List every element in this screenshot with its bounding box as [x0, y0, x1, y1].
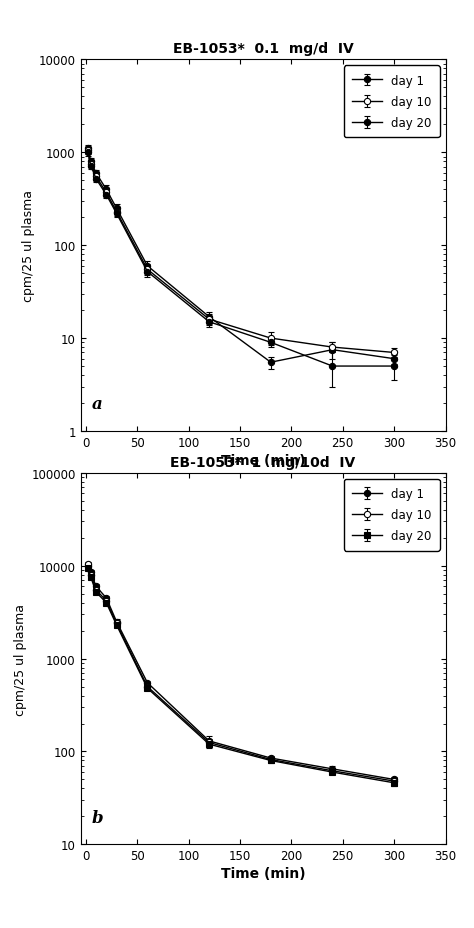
Text: a: a	[91, 396, 102, 413]
X-axis label: Time (min): Time (min)	[221, 454, 305, 468]
Title: EB-1053*  1  mg/10d  IV: EB-1053* 1 mg/10d IV	[171, 456, 356, 470]
Y-axis label: cpm/25 ul plasma: cpm/25 ul plasma	[14, 603, 27, 715]
X-axis label: Time (min): Time (min)	[221, 867, 305, 881]
Legend: day 1, day 10, day 20: day 1, day 10, day 20	[344, 66, 440, 138]
Text: b: b	[91, 809, 103, 826]
Legend: day 1, day 10, day 20: day 1, day 10, day 20	[344, 479, 440, 551]
Y-axis label: cpm/25 ul plasma: cpm/25 ul plasma	[21, 190, 35, 302]
Title: EB-1053*  0.1  mg/d  IV: EB-1053* 0.1 mg/d IV	[173, 43, 354, 57]
